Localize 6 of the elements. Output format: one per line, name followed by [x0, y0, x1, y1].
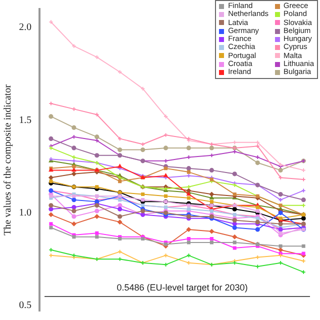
ref-line-label: 0.5486 (EU-level target for 2030) [116, 282, 248, 292]
y-axis-title: The values of the composite indicator [2, 84, 14, 236]
y-tick-label: 0.5 [19, 300, 32, 312]
y-tick-label: 1.5 [19, 114, 32, 126]
y-tick-label: 1.0 [19, 207, 32, 218]
y-tick-label: 2.0 [19, 22, 32, 34]
